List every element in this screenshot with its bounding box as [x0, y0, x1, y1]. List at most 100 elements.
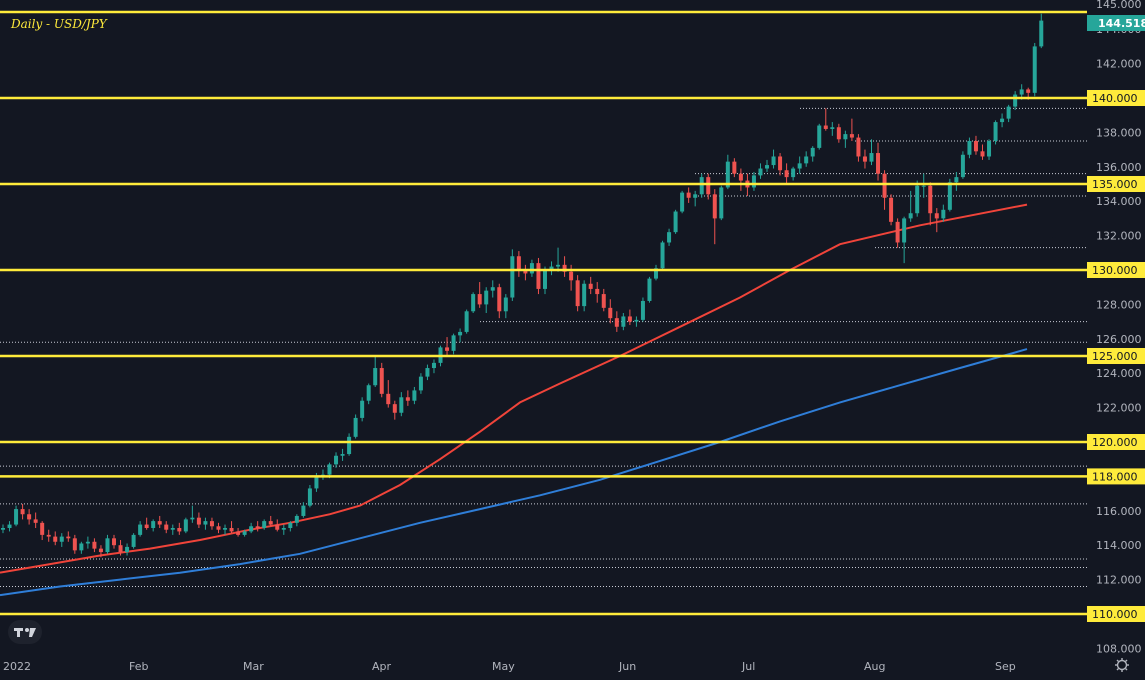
candle — [196, 512, 201, 528]
candle — [203, 517, 208, 530]
candle — [307, 485, 312, 508]
candle-body — [46, 534, 51, 537]
candle-body — [458, 331, 463, 336]
candle — [830, 122, 835, 136]
candle-body — [529, 263, 534, 274]
candle-body — [595, 288, 600, 295]
candle-body — [693, 194, 698, 198]
candle-body — [1026, 89, 1031, 93]
candle-body — [791, 168, 796, 178]
candle — [46, 529, 51, 542]
candle-body — [307, 488, 312, 506]
candle-body — [804, 156, 809, 164]
moving-averages — [0, 203, 1028, 597]
key-level-label: 118.000 — [1092, 470, 1138, 483]
moving-average-red — [0, 203, 1028, 574]
candle — [183, 517, 188, 534]
candle-body — [510, 256, 515, 298]
candle — [386, 380, 391, 408]
candle-body — [190, 517, 195, 520]
tradingview-logo-icon[interactable] — [8, 620, 42, 644]
key-level-labels: 140.000 135.000 130.000 125.000 120.000 118.0… — [1087, 90, 1145, 622]
candle — [640, 297, 645, 322]
candle — [582, 280, 587, 312]
candle — [536, 257, 541, 295]
candle-body — [1, 528, 5, 530]
price-axis[interactable] — [1087, 0, 1145, 653]
candle-body — [556, 264, 561, 267]
candle-body — [294, 515, 299, 523]
price-tick-label: 132.000 — [1096, 230, 1142, 243]
candle-body — [856, 137, 861, 157]
candle — [20, 503, 25, 520]
candle-body — [732, 161, 737, 174]
candle — [1013, 91, 1018, 111]
candle-body — [40, 522, 45, 535]
candle — [562, 256, 567, 277]
candle — [79, 541, 84, 554]
candle — [889, 194, 894, 226]
candle — [131, 533, 136, 549]
candle — [27, 509, 32, 525]
candle — [14, 505, 19, 527]
candle — [72, 534, 77, 554]
candle — [392, 400, 397, 420]
candle-body — [843, 134, 848, 140]
candle-body — [993, 122, 998, 141]
candle-body — [379, 368, 384, 394]
candle-body — [497, 287, 502, 312]
price-tick-label: 108.000 — [1096, 642, 1142, 655]
candle — [477, 282, 482, 308]
candle-body — [627, 316, 632, 322]
settings-gear-icon[interactable] — [1115, 658, 1129, 672]
candle — [941, 204, 946, 222]
candle-body — [392, 404, 397, 413]
candle — [288, 521, 293, 532]
candle-body — [680, 192, 685, 212]
candle-body — [386, 393, 391, 405]
key-levels — [0, 10, 1089, 616]
key-level-badge — [1087, 606, 1145, 622]
key-level-label: 120.000 — [1092, 436, 1138, 449]
candle — [973, 135, 978, 155]
candle-body — [830, 127, 835, 129]
candle-body — [1032, 46, 1037, 93]
candle — [66, 531, 71, 542]
candle-body — [27, 514, 32, 520]
candle — [490, 280, 495, 298]
candle — [882, 170, 887, 210]
key-level-badge — [1087, 434, 1145, 450]
candle — [510, 249, 515, 301]
candle-body — [608, 307, 613, 319]
candle — [738, 168, 743, 191]
candle-body — [686, 192, 691, 198]
candle-body — [399, 397, 404, 413]
candle-body — [797, 163, 802, 169]
candle-body — [817, 125, 822, 148]
time-axis[interactable] — [0, 653, 1087, 676]
candle — [634, 316, 639, 327]
candle — [405, 390, 410, 406]
candle-body — [314, 476, 319, 489]
candle — [1, 524, 5, 534]
candle — [660, 240, 665, 270]
candle-body — [876, 153, 881, 174]
candle-body — [712, 194, 717, 219]
candle — [40, 521, 45, 541]
candle — [556, 247, 561, 272]
candle-body — [758, 168, 763, 176]
candle — [915, 180, 920, 217]
candle-body — [366, 385, 371, 401]
candle-body — [934, 213, 939, 219]
candle-body — [301, 505, 306, 516]
candle-body — [719, 187, 724, 219]
time-tick-label: May — [492, 660, 515, 673]
candle — [758, 163, 763, 179]
candle — [464, 309, 469, 334]
candle — [549, 261, 554, 276]
key-level-label: 110.000 — [1092, 608, 1138, 621]
candle-body — [170, 528, 175, 530]
